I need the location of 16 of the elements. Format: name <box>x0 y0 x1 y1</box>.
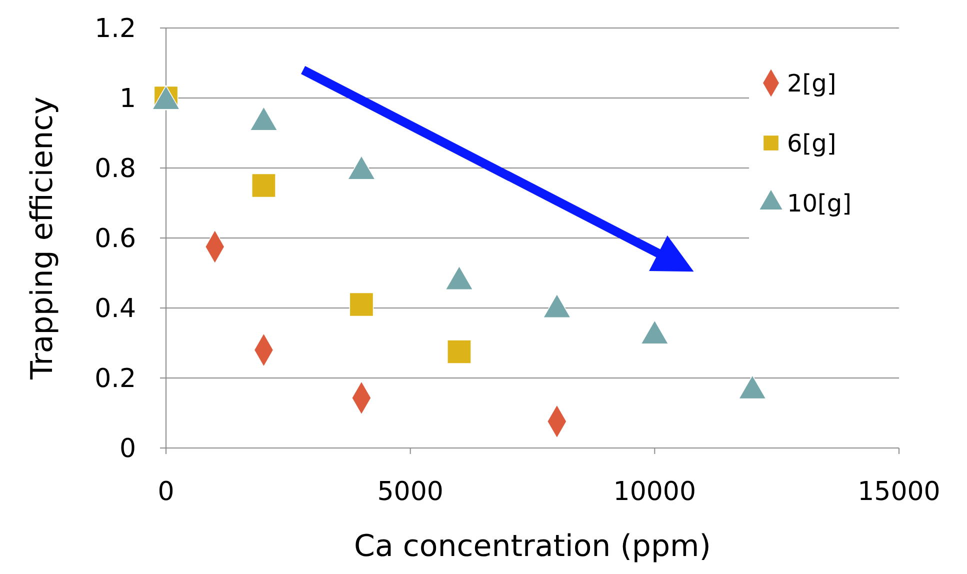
y-tick-label: 0.2 <box>94 364 136 394</box>
y-axis-title: Trapping efficiency <box>25 96 60 380</box>
y-tick-label: 1.2 <box>94 14 136 44</box>
legend-label: 2[g] <box>787 69 836 98</box>
x-tick-label: 5000 <box>377 477 444 507</box>
y-tick-label: 0.4 <box>94 294 136 324</box>
x-axis-title: Ca concentration (ppm) <box>354 529 711 564</box>
y-tick-label: 0 <box>119 434 136 464</box>
legend-label: 6[g] <box>787 129 836 158</box>
x-tick-label: 10000 <box>613 477 696 507</box>
y-tick-label: 0.8 <box>94 154 136 184</box>
y-tick-label: 1 <box>119 84 136 114</box>
x-tick-label: 15000 <box>858 477 940 507</box>
legend-label: 10[g] <box>787 189 852 218</box>
x-tick-label: 0 <box>158 477 174 507</box>
y-tick-label: 0.6 <box>94 224 136 254</box>
